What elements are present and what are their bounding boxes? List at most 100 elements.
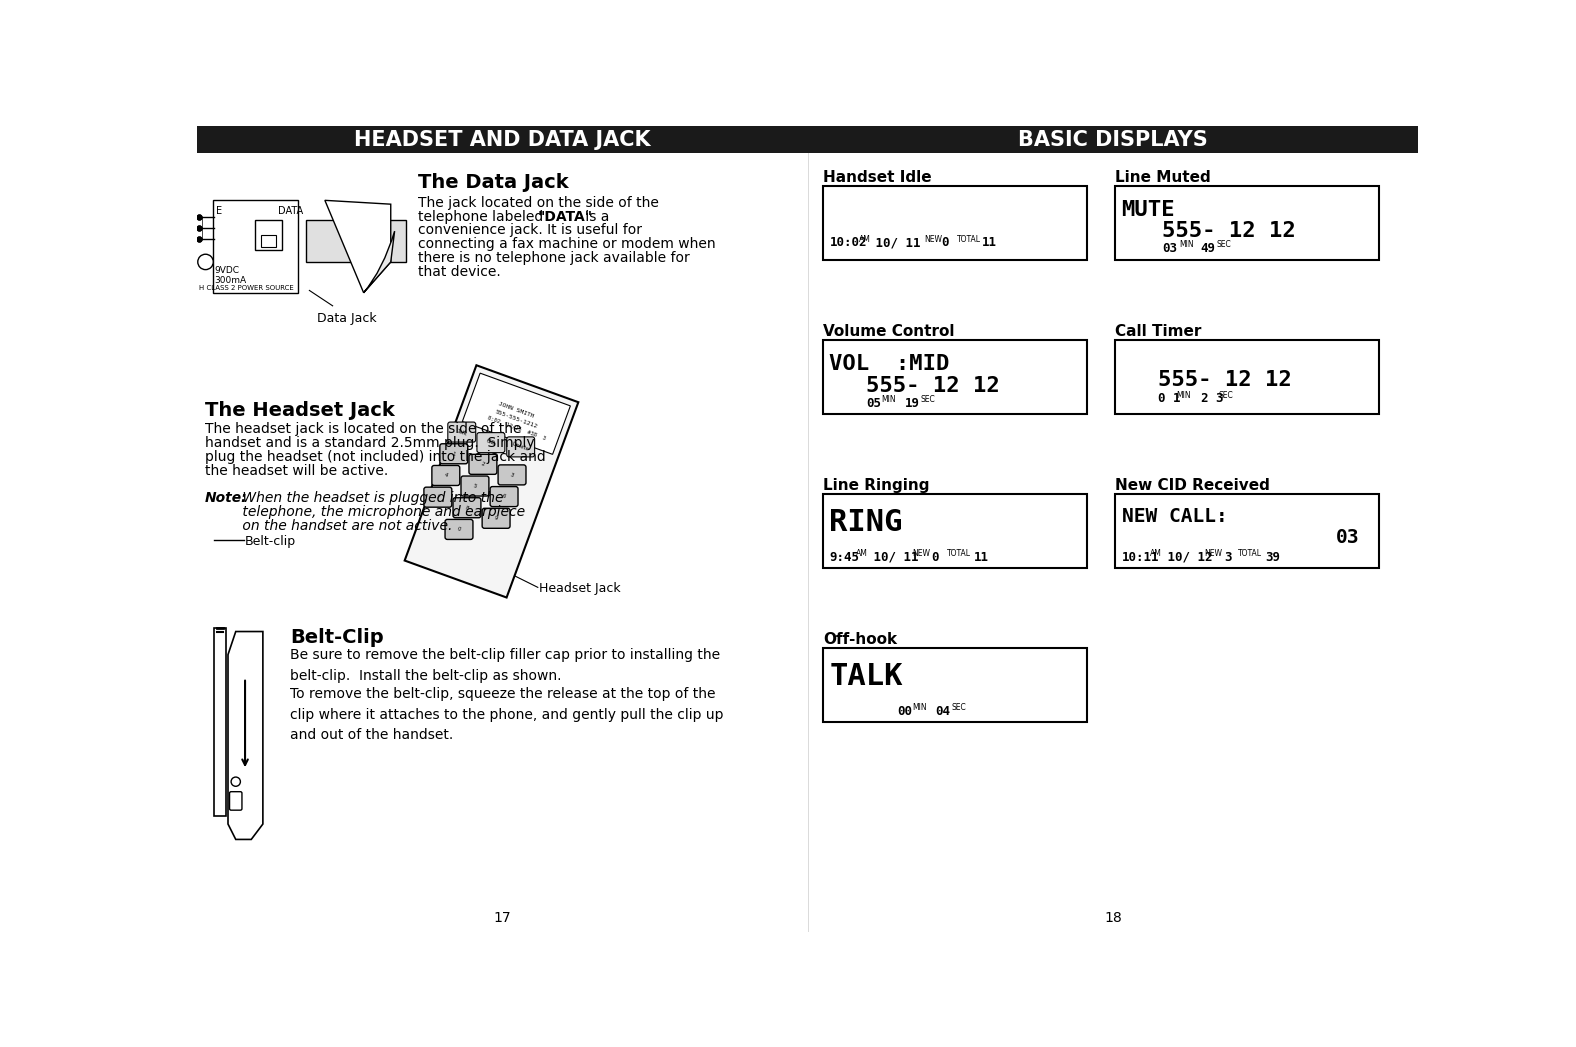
Text: is a: is a bbox=[580, 209, 608, 224]
Text: NEW CALL:: NEW CALL: bbox=[1122, 507, 1228, 526]
Text: 0: 0 bbox=[457, 527, 462, 532]
Text: Talk: Talk bbox=[455, 428, 468, 437]
Text: Delete: Delete bbox=[511, 442, 530, 452]
Text: 0 1: 0 1 bbox=[1158, 392, 1180, 405]
Polygon shape bbox=[229, 631, 263, 840]
Text: telephone, the microphone and earpiece: telephone, the microphone and earpiece bbox=[238, 506, 525, 519]
Text: MUTE: MUTE bbox=[1122, 200, 1176, 220]
Bar bbox=[262, 235, 276, 246]
FancyBboxPatch shape bbox=[470, 454, 496, 474]
Text: 10:02: 10:02 bbox=[829, 237, 867, 249]
Text: 39: 39 bbox=[1266, 551, 1280, 563]
Circle shape bbox=[232, 777, 241, 786]
Text: 19: 19 bbox=[905, 397, 919, 409]
Text: Be sure to remove the belt-clip filler cap prior to installing the
belt-clip.  I: Be sure to remove the belt-clip filler c… bbox=[290, 648, 720, 683]
Text: TOTAL: TOTAL bbox=[957, 236, 980, 244]
Text: MIN: MIN bbox=[1179, 241, 1193, 249]
Text: The headset jack is located on the side of the: The headset jack is located on the side … bbox=[205, 422, 522, 437]
Text: on the handset are not active.: on the handset are not active. bbox=[238, 519, 452, 533]
Text: 3: 3 bbox=[509, 472, 514, 477]
Bar bbox=[1116, 494, 1379, 567]
Text: 9: 9 bbox=[493, 515, 498, 521]
Text: VOL  :MID: VOL :MID bbox=[829, 354, 950, 375]
Text: New CID Received: New CID Received bbox=[1116, 477, 1270, 492]
Text: 6: 6 bbox=[501, 493, 506, 499]
Text: SEC: SEC bbox=[950, 704, 966, 712]
Text: Off-hook: Off-hook bbox=[823, 631, 897, 647]
Text: AM: AM bbox=[1149, 549, 1162, 558]
Polygon shape bbox=[462, 373, 571, 454]
Text: 555- 12 12: 555- 12 12 bbox=[1162, 221, 1295, 241]
Text: 18: 18 bbox=[1105, 911, 1122, 925]
Text: The Data Jack: The Data Jack bbox=[418, 173, 569, 192]
Bar bbox=[1116, 340, 1379, 414]
Text: 555-555-1212: 555-555-1212 bbox=[495, 409, 539, 429]
Text: NEW: NEW bbox=[924, 236, 942, 244]
Text: 555- 12 12: 555- 12 12 bbox=[865, 376, 999, 396]
Text: When the headset is plugged into the: When the headset is plugged into the bbox=[238, 491, 504, 506]
Text: Headset Jack: Headset Jack bbox=[539, 582, 621, 596]
Text: TOTAL: TOTAL bbox=[947, 549, 971, 558]
Text: 5: 5 bbox=[473, 483, 478, 489]
Text: 10/ 12: 10/ 12 bbox=[1160, 551, 1212, 563]
Text: 10:11: 10:11 bbox=[1122, 551, 1158, 563]
Text: convenience jack. It is useful for: convenience jack. It is useful for bbox=[418, 223, 641, 238]
Text: 17: 17 bbox=[493, 911, 511, 925]
Text: Volume Control: Volume Control bbox=[823, 324, 955, 338]
Text: TOTAL: TOTAL bbox=[1237, 549, 1262, 558]
Polygon shape bbox=[405, 365, 578, 598]
FancyBboxPatch shape bbox=[507, 437, 534, 456]
Text: 8: 8 bbox=[465, 505, 470, 511]
Bar bbox=[1116, 186, 1379, 260]
Text: 03: 03 bbox=[1162, 242, 1177, 254]
Text: 0: 0 bbox=[941, 237, 949, 249]
Text: 4: 4 bbox=[443, 472, 448, 478]
Text: 1: 1 bbox=[451, 451, 457, 456]
Text: MIN: MIN bbox=[913, 704, 927, 712]
Text: SEC: SEC bbox=[920, 395, 935, 404]
FancyBboxPatch shape bbox=[444, 519, 473, 539]
FancyBboxPatch shape bbox=[230, 792, 243, 810]
FancyBboxPatch shape bbox=[498, 465, 526, 485]
Text: 9VDC: 9VDC bbox=[214, 266, 240, 274]
Text: there is no telephone jack available for: there is no telephone jack available for bbox=[418, 251, 690, 265]
Text: SEC: SEC bbox=[1218, 391, 1232, 400]
Text: 04: 04 bbox=[936, 705, 950, 717]
Text: Handset Idle: Handset Idle bbox=[823, 170, 931, 184]
Text: 05: 05 bbox=[865, 397, 881, 409]
Text: 2 3: 2 3 bbox=[1201, 392, 1223, 405]
Text: 10/ 11: 10/ 11 bbox=[865, 551, 919, 563]
Text: connecting a fax machine or modem when: connecting a fax machine or modem when bbox=[418, 238, 716, 251]
Text: Belt-Clip: Belt-Clip bbox=[290, 628, 383, 647]
Text: NEW: NEW bbox=[1204, 549, 1223, 558]
Text: MIN: MIN bbox=[881, 395, 895, 404]
FancyBboxPatch shape bbox=[478, 432, 504, 452]
Text: Belt-clip: Belt-clip bbox=[244, 535, 296, 548]
Text: 3: 3 bbox=[1225, 551, 1231, 563]
Text: telephone labeled: telephone labeled bbox=[418, 209, 547, 224]
Bar bbox=[255, 220, 282, 250]
FancyBboxPatch shape bbox=[490, 487, 519, 507]
PathPatch shape bbox=[364, 231, 394, 293]
Bar bbox=[823, 494, 1087, 567]
Text: 0: 0 bbox=[931, 551, 939, 563]
Text: H CLASS 2 POWER SOURCE: H CLASS 2 POWER SOURCE bbox=[199, 285, 293, 291]
FancyBboxPatch shape bbox=[482, 508, 511, 529]
Text: 03: 03 bbox=[1336, 529, 1360, 548]
Text: AM: AM bbox=[859, 236, 870, 244]
Bar bbox=[823, 648, 1087, 721]
Bar bbox=[197, 126, 807, 153]
Text: HEADSET AND DATA JACK: HEADSET AND DATA JACK bbox=[355, 130, 651, 150]
FancyBboxPatch shape bbox=[432, 466, 460, 486]
Text: DATA: DATA bbox=[279, 206, 304, 217]
FancyBboxPatch shape bbox=[424, 487, 452, 507]
Bar bbox=[823, 186, 1087, 260]
Text: that device.: that device. bbox=[418, 265, 501, 279]
Text: 11: 11 bbox=[974, 551, 990, 563]
Text: To remove the belt-clip, squeeze the release at the top of the
clip where it att: To remove the belt-clip, squeeze the rel… bbox=[290, 687, 723, 742]
Text: TALK: TALK bbox=[829, 663, 903, 691]
Text: Data Jack: Data Jack bbox=[317, 312, 377, 325]
Text: JOHN SMITH: JOHN SMITH bbox=[498, 401, 534, 419]
Text: "DATA": "DATA" bbox=[537, 209, 593, 224]
Circle shape bbox=[197, 254, 213, 270]
